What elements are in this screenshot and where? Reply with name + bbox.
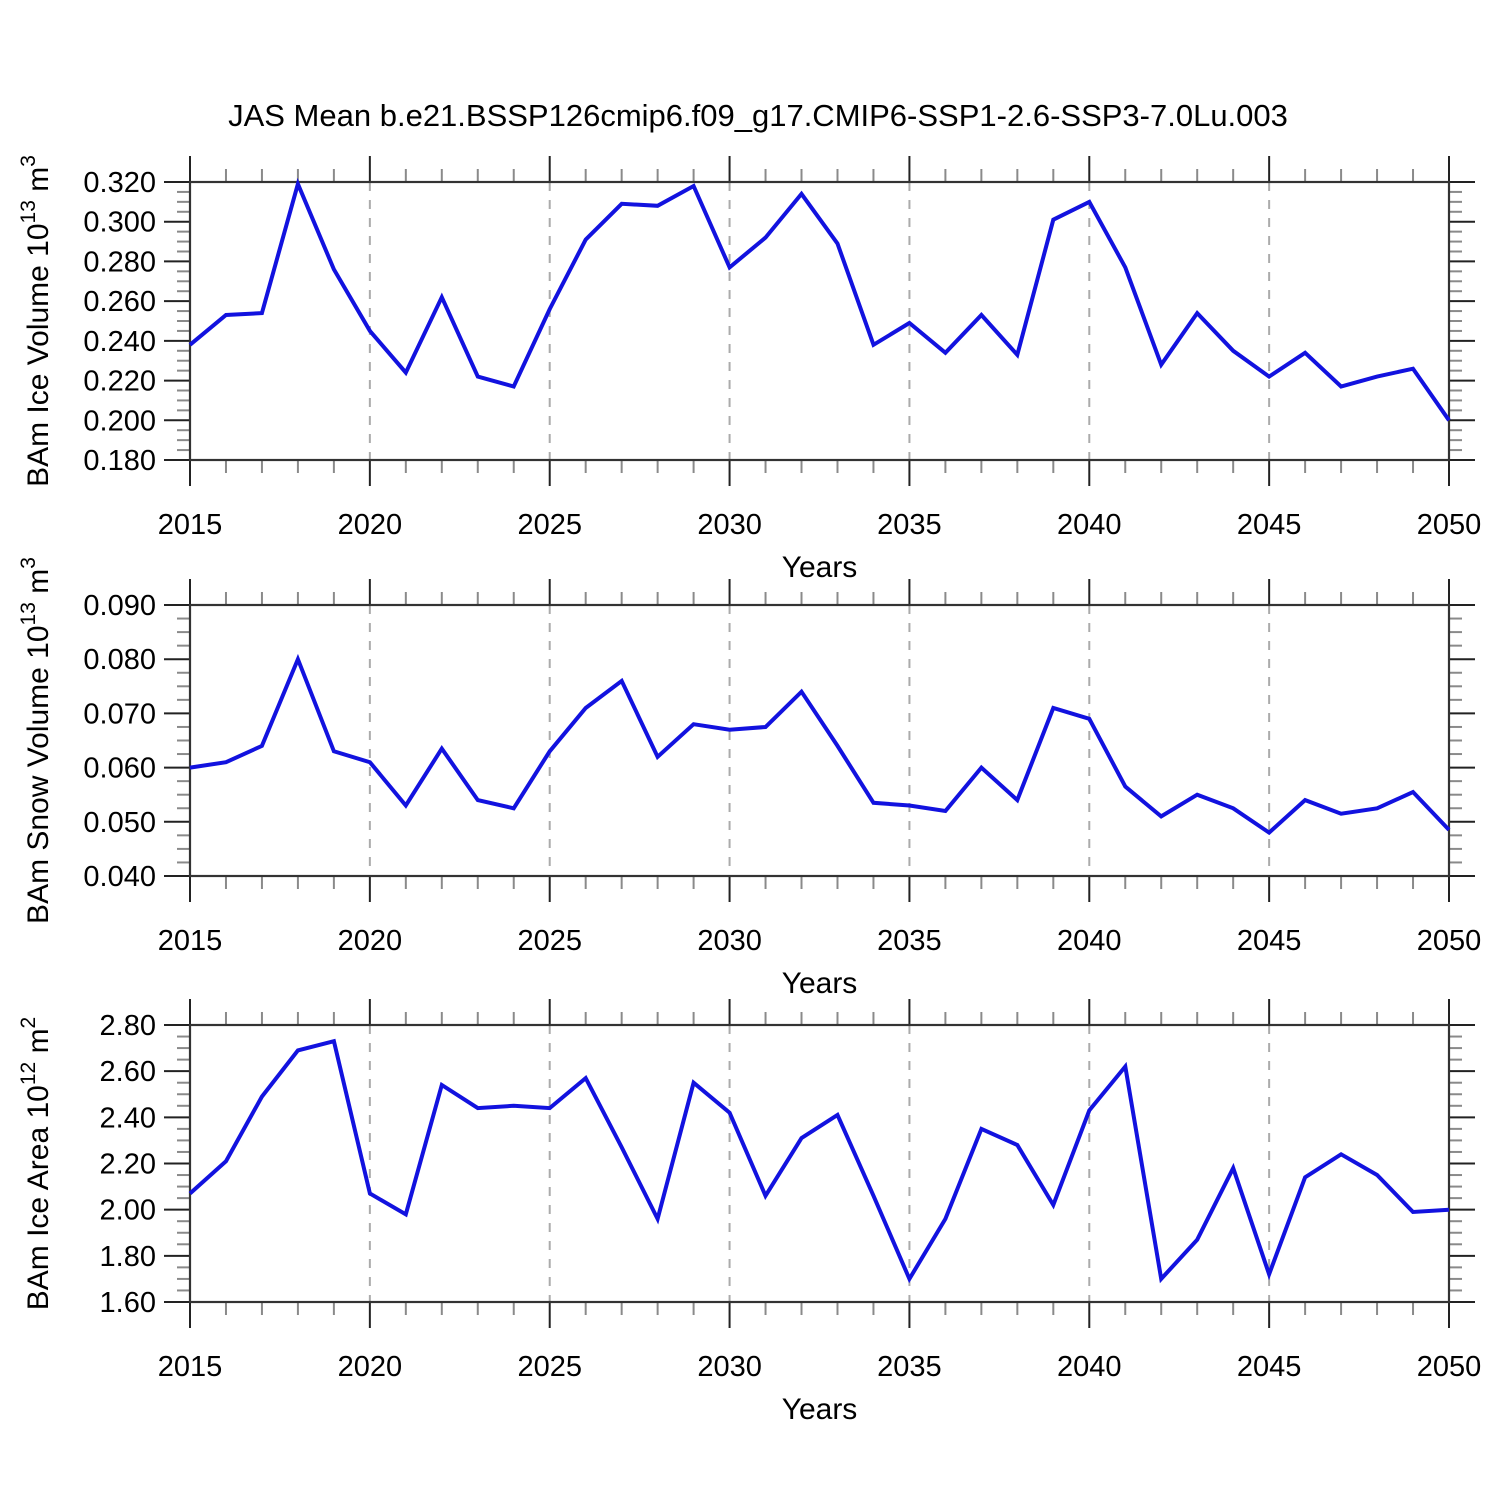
x-tick-label: 2025 — [517, 509, 582, 541]
panel-ice-volume: 0.180 0.200 0.220 0.240 0.260 0.280 0.300 0.320… — [17, 155, 1481, 584]
y-tick-label: 0.090 — [83, 590, 156, 622]
x-axis-title: Years — [782, 551, 858, 584]
x-axis-title: Years — [782, 967, 858, 1000]
x-tick-label: 2015 — [158, 509, 223, 541]
y-axis-title: BAm Ice Area 1012 m2 — [17, 1017, 55, 1311]
x-tick-label: 2015 — [158, 1351, 223, 1383]
y-axis-title: BAm Snow Volume 1013 m3 — [17, 557, 55, 924]
y-axis-title: BAm Ice Volume 1013 m3 — [17, 155, 55, 487]
x-tick-label: 2035 — [877, 1351, 942, 1383]
x-tick-label: 2030 — [697, 1351, 762, 1383]
y-tick-label: 1.80 — [100, 1241, 156, 1273]
x-tick-label: 2020 — [338, 509, 403, 541]
y-tick-label: 0.300 — [83, 207, 156, 239]
plot-box — [188, 180, 1451, 462]
x-tick-label: 2040 — [1057, 509, 1122, 541]
series-line-ice-volume — [188, 177, 1451, 422]
x-tick-label: 2050 — [1417, 509, 1482, 541]
x-tick-label: 2040 — [1057, 1351, 1122, 1383]
x-tick-label: 2025 — [517, 925, 582, 957]
y-tick-label: 0.050 — [83, 807, 156, 839]
x-tick-label: 2050 — [1417, 1351, 1482, 1383]
x-tick-label: 2050 — [1417, 925, 1482, 957]
x-tick-label: 2020 — [338, 1351, 403, 1383]
x-tick-label: 2045 — [1237, 509, 1302, 541]
y-tick-label: 0.320 — [83, 167, 156, 199]
panel-ice-area: 1.60 1.80 2.00 2.20 2.40 2.60 2.80 2015 2020 2025… — [17, 999, 1481, 1426]
plot-box — [188, 1023, 1451, 1304]
x-tick-label: 2040 — [1057, 925, 1122, 957]
y-tick-label: 2.20 — [100, 1149, 156, 1181]
y-tick-label: 0.040 — [83, 861, 156, 893]
x-tick-label: 2015 — [158, 925, 223, 957]
y-tick-label: 0.060 — [83, 753, 156, 785]
y-tick-label: 2.60 — [100, 1056, 156, 1088]
y-tick-label: 0.180 — [83, 445, 156, 477]
y-tick-label: 0.070 — [83, 698, 156, 730]
y-tick-label: 0.240 — [83, 326, 156, 358]
panel-snow-volume: 0.040 0.050 0.060 0.070 0.080 0.090 2015 2020 20… — [17, 557, 1481, 1000]
x-tick-label: 2035 — [877, 509, 942, 541]
y-tick-label: 2.80 — [100, 1010, 156, 1042]
figure-title: JAS Mean b.e21.BSSP126cmip6.f09_g17.CMIP… — [228, 98, 1288, 133]
series-line-snow-volume — [189, 653, 1451, 836]
y-tick-label: 2.40 — [100, 1102, 156, 1134]
y-tick-label: 0.260 — [83, 286, 156, 318]
y-tick-label: 0.280 — [83, 246, 156, 278]
y-tick-label: 0.200 — [83, 405, 156, 437]
plot-box — [188, 603, 1451, 878]
y-tick-label: 1.60 — [100, 1287, 156, 1319]
x-axis-title: Years — [782, 1393, 858, 1426]
x-tick-label: 2030 — [697, 509, 762, 541]
x-tick-label: 2030 — [697, 925, 762, 957]
x-tick-label: 2045 — [1237, 1351, 1302, 1383]
series-line-ice-area — [188, 1038, 1450, 1284]
x-tick-label: 2045 — [1237, 925, 1302, 957]
y-tick-label: 0.080 — [83, 644, 156, 676]
x-tick-label: 2025 — [517, 1351, 582, 1383]
x-tick-label: 2035 — [877, 925, 942, 957]
y-tick-label: 2.00 — [100, 1195, 156, 1227]
y-tick-label: 0.220 — [83, 366, 156, 398]
x-tick-label: 2020 — [338, 925, 403, 957]
